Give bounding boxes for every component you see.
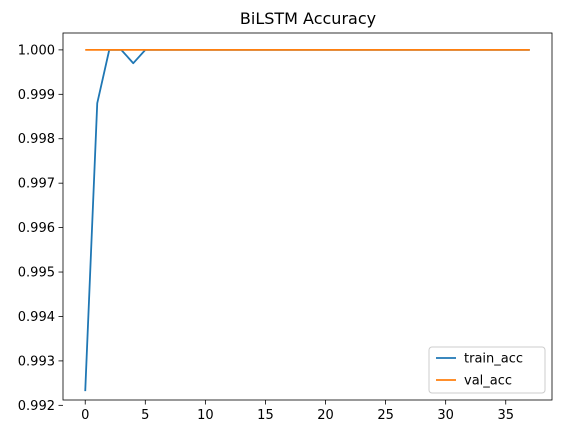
y-tick-label: 1.000 (18, 43, 55, 58)
chart-title: BiLSTM Accuracy (240, 9, 376, 28)
x-tick-label: 15 (257, 408, 274, 423)
x-tick-label: 0 (81, 408, 89, 423)
legend-box (428, 346, 546, 394)
legend: train_acc val_acc (428, 346, 546, 394)
y-tick-label: 0.997 (18, 177, 55, 192)
y-tick-label: 0.994 (18, 310, 55, 325)
legend-label-train-acc: train_acc (464, 352, 523, 367)
x-tick-label: 30 (437, 408, 454, 423)
x-tick-label: 10 (197, 408, 214, 423)
y-axis: 0.992 0.993 0.994 0.995 0.996 0.997 0.998 0.999… (18, 43, 63, 414)
x-tick-label: 35 (497, 408, 514, 423)
y-tick-label: 0.993 (18, 354, 55, 369)
x-tick-label: 25 (377, 408, 394, 423)
x-tick-label: 20 (317, 408, 334, 423)
x-axis: 0 5 10 15 20 25 30 35 (81, 400, 514, 423)
y-tick-label: 0.995 (18, 266, 55, 281)
y-tick-label: 0.992 (18, 399, 55, 414)
y-tick-label: 0.999 (18, 88, 55, 103)
y-tick-label: 0.998 (18, 132, 55, 147)
plot-area (62, 32, 553, 401)
x-tick-label: 5 (141, 408, 149, 423)
y-tick-label: 0.996 (18, 221, 55, 236)
legend-label-val-acc: val_acc (464, 374, 512, 389)
series-layer (84, 48, 530, 392)
